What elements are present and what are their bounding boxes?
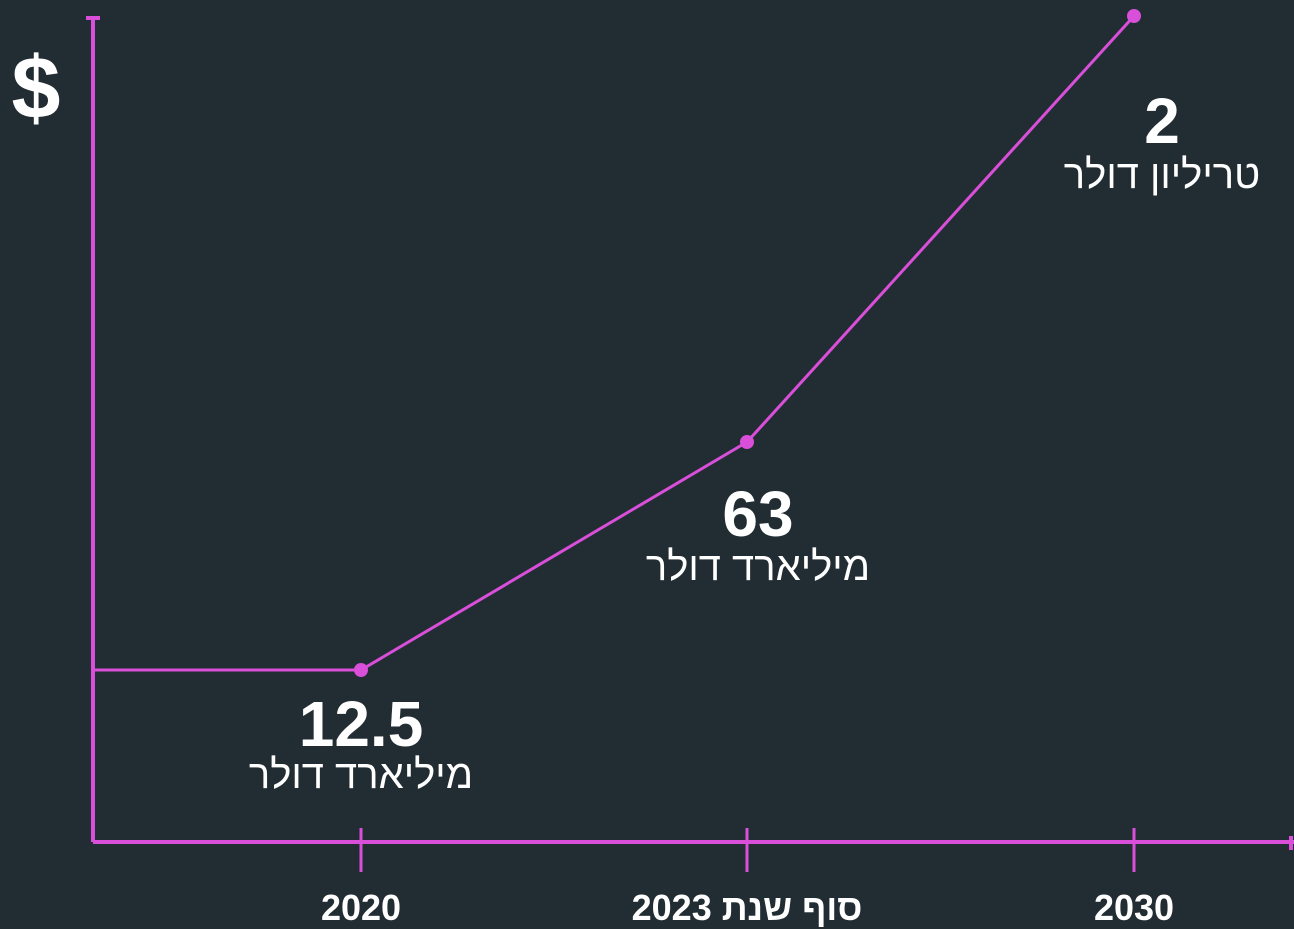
data-value-label: 12.5 [299,688,424,760]
data-point [354,663,368,677]
data-unit-label: מיליארד דולר [646,545,870,589]
y-axis-symbol: $ [12,38,61,137]
data-unit-label: מיליארד דולר [249,753,473,797]
data-point [1127,9,1141,23]
data-value-label: 2 [1144,85,1180,157]
x-tick-label: 2020 [321,887,401,928]
data-unit-label: טריליון דולר [1064,153,1260,197]
x-tick-label: סוף שנת 2023 [632,887,863,928]
data-point [740,435,754,449]
x-tick-label: 2030 [1094,887,1174,928]
data-value-label: 63 [722,478,793,550]
